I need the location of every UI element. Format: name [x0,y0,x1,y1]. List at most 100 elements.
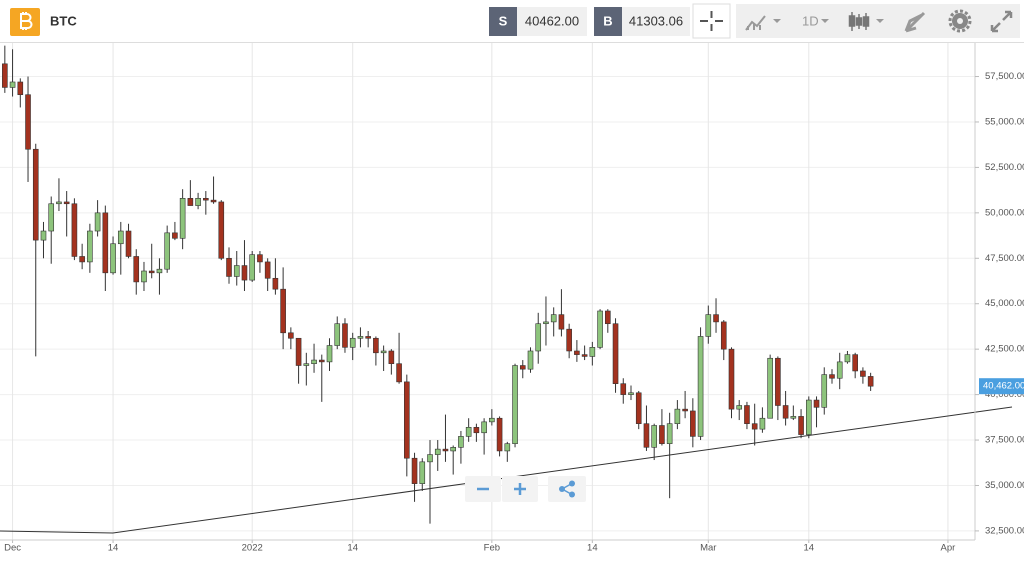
y-tick-label: 35,000.00 [985,480,1024,491]
plot-area [0,42,975,540]
candle-body [357,336,364,339]
candle-body [643,423,650,448]
buy-price[interactable]: 41303.06 [629,13,683,28]
dropdown-arrow[interactable] [876,19,884,23]
x-tick-label: Dec [4,543,21,554]
share-button[interactable] [548,476,586,502]
candle-body [210,199,217,203]
candle-body [32,148,39,241]
candle-body [404,381,410,459]
plus-icon[interactable] [514,483,526,495]
candle-body [179,198,186,239]
candle-body [550,314,557,323]
candle-body [156,268,163,274]
sell-label[interactable]: S [499,13,508,28]
candle-body [63,201,70,205]
candle-body [125,230,132,257]
candle-body [566,328,572,352]
y-tick-label: 55,000.00 [985,116,1024,127]
candle-body [411,457,418,484]
candle-body [867,376,874,387]
candle-body [365,336,371,339]
candle-body [56,201,62,205]
last-price-label: 40,462.00 [983,381,1024,392]
last-price-marker [979,378,1024,395]
candle-body [744,405,750,424]
symbol-name: BTC [50,13,77,28]
buy-label[interactable]: B [603,13,612,28]
candle-body [257,254,263,263]
candle-body [767,357,773,419]
interval-label[interactable]: 1D [802,13,819,28]
candle-body [690,410,696,437]
candle-body [659,425,665,444]
y-tick-label: 57,500.00 [985,71,1024,82]
candle-body [798,416,804,435]
candle-body [759,417,766,430]
candle-body [288,332,294,339]
candle-body [543,321,549,325]
candle-body [434,448,441,455]
sell-button[interactable] [489,7,517,36]
candle-body [380,350,387,354]
candle-body [388,350,395,365]
candle-body [697,336,704,437]
candle-body [280,288,286,334]
sell-price-box[interactable] [517,7,587,36]
y-tick-label: 42,500.00 [985,344,1024,355]
candle-body [17,81,24,96]
candle-body [489,417,495,423]
chart-type-icon[interactable] [745,15,766,31]
settings-icon[interactable] [948,9,972,33]
candle-body [852,354,858,372]
dropdown-arrow[interactable] [773,19,781,23]
candle-body [519,365,526,370]
candle-body [226,257,232,277]
candle-body [813,399,820,408]
buy-button[interactable] [594,7,622,36]
y-tick-label: 50,000.00 [985,207,1024,218]
candle-body [195,198,201,206]
candle-body [442,448,449,452]
candle-body [620,383,627,395]
candle-body [342,323,348,348]
candle-icon[interactable] [848,12,870,31]
candle-body [427,454,433,463]
candle-body [666,423,673,444]
candle-body [40,230,47,241]
y-tick-label: 47,500.00 [985,253,1024,264]
candle-body [373,337,379,354]
candle-body [326,345,333,363]
x-tick-label: Feb [484,543,500,554]
trend-line [112,406,1013,534]
share-icon[interactable] [559,480,575,498]
candle-body [187,198,194,206]
candle-body [295,337,302,366]
y-tick-label: 45,000.00 [985,298,1024,309]
candle-body [535,323,542,352]
candle-body [527,350,534,370]
candle-body [581,354,588,357]
buy-price-box[interactable] [622,7,690,36]
crosshair-button[interactable] [692,3,731,39]
candle-body [110,243,116,274]
dropdown-arrow[interactable] [821,19,829,23]
candle-body [481,421,487,434]
draw-icon[interactable] [904,11,926,33]
candle-body [218,201,225,259]
candle-body [775,357,781,406]
x-tick-label: Mar [700,543,716,554]
candle-body [504,443,511,452]
candle-body [334,323,341,346]
sell-price[interactable]: 40462.00 [525,13,579,28]
candle-body [249,254,256,281]
trend-line [0,530,114,534]
candle-body [829,374,835,379]
candle-body [94,212,101,232]
candle-body [844,354,851,363]
candle-body [720,321,727,350]
fullscreen-icon[interactable] [990,10,1013,33]
candle-body [605,310,611,325]
candle-body [203,198,209,201]
candle-body [589,347,596,357]
